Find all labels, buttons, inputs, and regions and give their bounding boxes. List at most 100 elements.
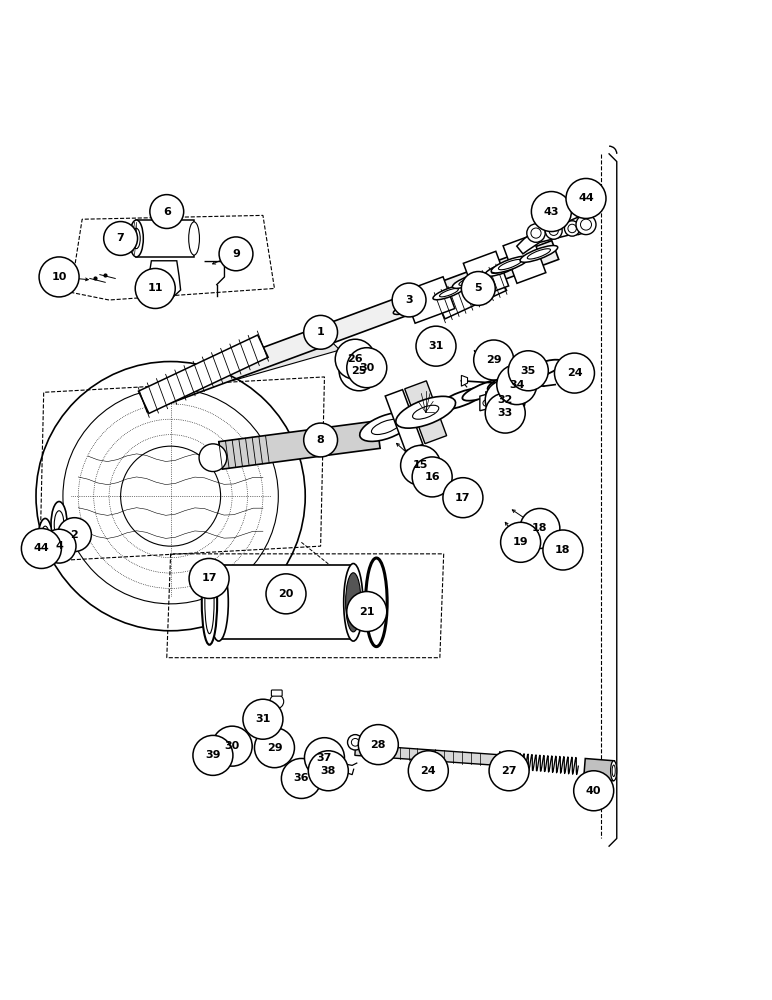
Circle shape (545, 222, 562, 239)
Text: 30: 30 (225, 741, 240, 751)
Circle shape (401, 445, 441, 485)
Polygon shape (385, 390, 423, 451)
Polygon shape (223, 745, 239, 755)
Text: 34: 34 (509, 380, 524, 390)
Circle shape (42, 529, 76, 563)
Circle shape (22, 528, 62, 568)
Text: 16: 16 (425, 472, 440, 482)
Circle shape (566, 178, 606, 218)
Ellipse shape (344, 564, 363, 641)
Circle shape (199, 444, 227, 472)
Ellipse shape (393, 300, 425, 314)
Ellipse shape (209, 564, 229, 641)
Circle shape (543, 530, 583, 570)
Ellipse shape (51, 502, 67, 548)
Circle shape (212, 726, 252, 766)
Circle shape (543, 211, 556, 223)
Circle shape (343, 365, 355, 377)
Text: 9: 9 (232, 249, 240, 259)
FancyBboxPatch shape (262, 732, 272, 737)
Text: 35: 35 (520, 366, 536, 376)
Text: 32: 32 (497, 395, 513, 405)
Ellipse shape (433, 286, 465, 300)
Polygon shape (538, 209, 563, 227)
Circle shape (150, 195, 184, 228)
Ellipse shape (396, 396, 455, 428)
Ellipse shape (499, 259, 522, 270)
Circle shape (255, 728, 294, 768)
Circle shape (339, 351, 379, 391)
Ellipse shape (491, 264, 513, 273)
FancyBboxPatch shape (504, 358, 512, 362)
Circle shape (568, 224, 577, 233)
Circle shape (527, 224, 545, 242)
Text: 21: 21 (359, 607, 374, 617)
Ellipse shape (371, 419, 401, 435)
Text: 28: 28 (371, 740, 386, 750)
Polygon shape (435, 268, 506, 319)
Text: 33: 33 (498, 408, 513, 418)
Text: 15: 15 (413, 460, 428, 470)
Ellipse shape (485, 261, 520, 276)
Polygon shape (405, 381, 447, 444)
Text: 18: 18 (555, 545, 571, 555)
Circle shape (486, 393, 525, 433)
Circle shape (574, 771, 614, 811)
Text: 29: 29 (266, 743, 283, 753)
Text: 38: 38 (320, 766, 336, 776)
Ellipse shape (360, 412, 412, 441)
Circle shape (483, 400, 489, 406)
Text: 7: 7 (117, 233, 124, 243)
Circle shape (347, 592, 387, 632)
Text: 36: 36 (293, 773, 309, 783)
Ellipse shape (513, 360, 562, 382)
Circle shape (39, 257, 79, 297)
Circle shape (351, 738, 359, 746)
Text: 30: 30 (359, 363, 374, 373)
Text: 3: 3 (405, 295, 413, 305)
Circle shape (266, 574, 306, 614)
Ellipse shape (527, 249, 550, 259)
Circle shape (486, 380, 525, 420)
Circle shape (500, 522, 540, 562)
Circle shape (474, 340, 513, 380)
Text: 8: 8 (317, 435, 324, 445)
Text: 19: 19 (513, 537, 528, 547)
Polygon shape (148, 261, 181, 301)
Text: 26: 26 (347, 354, 363, 364)
Circle shape (189, 558, 229, 598)
Circle shape (549, 226, 558, 235)
Ellipse shape (459, 276, 481, 285)
Ellipse shape (488, 369, 537, 391)
Ellipse shape (439, 288, 459, 297)
Circle shape (496, 365, 537, 405)
Circle shape (347, 348, 387, 388)
Text: 27: 27 (501, 766, 516, 776)
Ellipse shape (130, 220, 144, 257)
Polygon shape (463, 251, 509, 298)
Circle shape (240, 740, 252, 752)
Circle shape (416, 326, 456, 366)
Circle shape (281, 758, 321, 798)
Circle shape (304, 738, 344, 778)
Circle shape (303, 315, 337, 349)
Ellipse shape (400, 303, 418, 312)
Text: 31: 31 (428, 341, 444, 351)
Circle shape (412, 457, 452, 497)
Polygon shape (137, 220, 194, 257)
Circle shape (554, 353, 594, 393)
Polygon shape (503, 235, 546, 283)
Ellipse shape (205, 571, 214, 634)
Ellipse shape (39, 518, 52, 558)
Polygon shape (355, 745, 498, 765)
Circle shape (576, 215, 596, 235)
Ellipse shape (227, 747, 231, 753)
Circle shape (354, 357, 366, 369)
Text: 6: 6 (163, 207, 171, 217)
Circle shape (298, 762, 312, 776)
Polygon shape (480, 390, 505, 411)
Ellipse shape (133, 228, 141, 249)
Ellipse shape (491, 256, 529, 273)
Circle shape (58, 518, 91, 552)
Circle shape (531, 192, 571, 232)
